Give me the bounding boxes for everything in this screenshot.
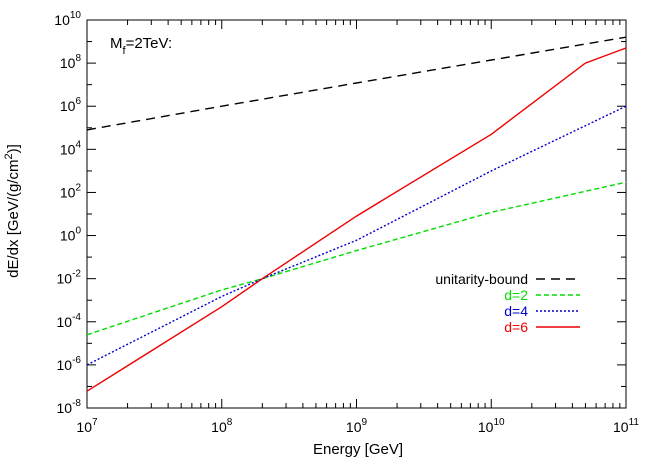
y-tick-base: 10	[60, 98, 76, 114]
y-tick-exponent: 4	[75, 139, 81, 150]
y-tick-base: 10	[57, 400, 73, 416]
legend-label: d=6	[504, 319, 528, 335]
x-tick-base: 10	[613, 419, 629, 435]
y-tick-base: 10	[57, 271, 73, 287]
mass-annotation: Mf=2TeV:	[110, 35, 172, 57]
y-tick-base: 10	[57, 314, 73, 330]
y-tick-exponent: -2	[72, 269, 81, 280]
y-tick-base: 10	[54, 12, 70, 28]
y-tick-exponent: -4	[72, 312, 81, 323]
y-tick-exponent: -6	[72, 355, 81, 366]
x-tick-exponent: 11	[629, 417, 640, 428]
y-axis-title-sup: 2	[3, 153, 15, 159]
series-line-d-4	[86, 105, 627, 366]
y-tick-exponent: 6	[75, 96, 81, 107]
legend-label: d=4	[504, 303, 528, 319]
x-tick-exponent: 7	[92, 417, 98, 428]
y-tick-exponent: 2	[75, 182, 81, 193]
y-tick-exponent: 0	[75, 226, 81, 237]
y-tick-label: 10-2	[57, 269, 82, 287]
y-axis-title: dE/dx [GeV/(g/cm2)]	[3, 144, 22, 278]
tick-labels: 107 108 109 1010 101110-810-610-410-21001021…	[54, 10, 639, 435]
y-tick-label: 10-6	[57, 355, 82, 373]
annotation-sub: f	[123, 45, 127, 57]
y-tick-label: 108	[60, 53, 82, 71]
y-tick-label: 10-4	[57, 312, 82, 330]
legend-label: unitarity-bound	[435, 271, 528, 287]
x-tick-label: 108	[211, 417, 233, 435]
y-axis-title-suffix: )]	[5, 144, 22, 153]
x-tick-base: 10	[478, 419, 494, 435]
x-tick-exponent: 10	[493, 417, 505, 428]
x-tick-base: 10	[346, 419, 362, 435]
x-tick-exponent: 9	[362, 417, 368, 428]
y-tick-base: 10	[57, 357, 73, 373]
axes	[86, 19, 627, 409]
plot-frame	[86, 19, 627, 409]
y-axis-title-prefix: dE/dx [GeV/(g/cm	[5, 159, 22, 277]
series-line-unitarity-bound	[86, 36, 627, 131]
series-lines	[86, 36, 627, 392]
annotation-rest: =2TeV:	[126, 35, 173, 52]
x-tick-label: 107	[76, 417, 98, 435]
x-tick-label: 1011	[613, 417, 639, 435]
y-tick-label: 104	[60, 139, 82, 157]
y-tick-label: 10-8	[57, 398, 82, 416]
y-tick-label: 102	[60, 182, 82, 200]
y-tick-label: 100	[60, 226, 82, 244]
y-tick-label: 1010	[54, 10, 81, 28]
series-line-d-2	[86, 181, 627, 336]
y-tick-label: 106	[60, 96, 82, 114]
x-tick-base: 10	[211, 419, 227, 435]
y-tick-exponent: 10	[70, 10, 82, 21]
annotation-main: M	[110, 35, 123, 52]
x-tick-label: 1010	[478, 417, 505, 435]
y-tick-base: 10	[60, 184, 76, 200]
y-tick-exponent: -8	[72, 398, 81, 409]
y-tick-base: 10	[60, 141, 76, 157]
series-line-d-6	[86, 47, 627, 392]
legend-label: d=2	[504, 287, 528, 303]
x-tick-base: 10	[76, 419, 92, 435]
x-tick-label: 109	[346, 417, 368, 435]
y-tick-exponent: 8	[75, 53, 81, 64]
x-axis-title: Energy [GeV]	[313, 441, 403, 458]
y-tick-base: 10	[60, 228, 76, 244]
ticks	[86, 19, 627, 409]
y-tick-base: 10	[60, 55, 76, 71]
x-tick-exponent: 8	[227, 417, 233, 428]
